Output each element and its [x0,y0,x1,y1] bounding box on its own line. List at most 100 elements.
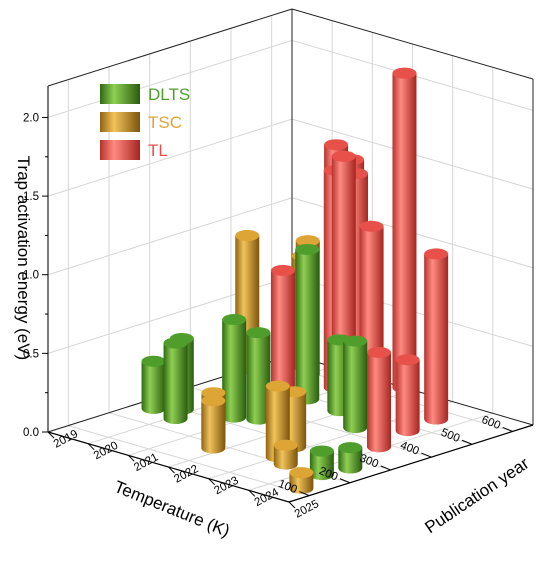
bar-top [141,355,166,367]
bar-top [367,346,392,358]
x-tick [421,452,432,458]
z-axis-title: Trap activation energy (eV) [14,156,33,360]
bar-tsc [201,395,226,454]
y-tick [248,489,256,497]
bar-dlts [309,445,334,481]
bar-dlts [246,327,271,425]
legend-swatch [100,84,140,104]
grid-line [47,197,293,276]
bar-top [222,314,247,326]
bar-top [163,337,188,349]
bar-top [235,229,260,241]
bar-dlts [222,314,247,423]
bar-dlts [295,243,320,405]
bar-top [424,248,449,260]
bar-tl [395,354,420,436]
y-tick-label: 2025 [293,498,321,521]
bar-top [201,387,226,399]
frame-edge [291,8,534,80]
bar-body [392,73,417,394]
bar-top [359,220,384,232]
y-tick [288,501,296,509]
x-tick [339,478,351,484]
y-tick [127,454,135,462]
legend-entry-dlts: DLTS [100,84,190,104]
x-tick [299,491,310,497]
bar-top [295,243,320,255]
bar-body [246,332,271,425]
bar-top [395,354,420,366]
y-tick [87,443,95,451]
z-tick-label: 0.5 [23,348,39,360]
bar-top [343,335,368,347]
bar-body [338,447,363,474]
z-tick-label: 0.0 [23,427,39,439]
y-tick-label: 2021 [132,451,160,474]
x-tick-label: 500 [439,427,461,445]
x-tick [461,439,473,445]
x-tick [380,465,391,471]
bar-body [343,341,368,434]
y-tick-label: 2023 [212,475,240,498]
bar-dlts [141,355,166,414]
bar-tl [270,264,295,410]
y-tick [168,466,175,474]
x-tick [502,426,513,432]
bar-top [289,467,314,479]
bar-body [367,352,392,453]
bar-top [246,327,271,339]
y-tick [47,431,55,439]
bar-top [270,264,295,276]
bar-tsc [273,439,298,470]
x-tick-label: 200 [317,465,339,483]
bar-top [324,139,349,151]
bar-dlts [338,442,363,474]
frame-edge [47,8,293,87]
y-tick-label: 2019 [52,428,80,451]
bar-tl [424,248,449,425]
z-tick-label: 1.5 [23,191,39,203]
bar-body [222,319,247,423]
bar-dlts [163,337,188,425]
legend-swatch [100,112,140,132]
x-axis-line [288,424,534,503]
bar-body [295,249,320,405]
y-tick-label: 2020 [92,440,120,463]
legend-label: DLTS [148,85,190,104]
y-tick-label: 2024 [253,486,282,509]
x-tick-label: 600 [480,414,502,432]
bar-body [273,445,298,470]
bar-body [424,253,449,425]
bar-top [338,442,363,454]
legend-swatch [100,140,140,160]
bar-body [201,400,226,454]
bar-top [201,395,226,407]
x-tick-label: 400 [398,440,420,458]
bar-dlts [343,335,368,434]
y-axis-title: Publication year [421,454,532,538]
legend-label: TSC [148,113,182,132]
z-tick-label: 1.0 [23,270,39,282]
grid-line [47,118,293,197]
bar-body [163,343,188,425]
bar-body [289,472,314,494]
legend: DLTS TSC TL [100,84,190,160]
legend-entry-tl: TL [100,140,168,160]
legend-entry-tsc: TSC [100,112,182,132]
legend-label: TL [148,141,168,160]
bar-tl [392,67,417,394]
bar-top [331,150,356,162]
bar-top [392,67,417,79]
bar-body [141,361,166,414]
y-tick [208,478,216,486]
bar-tsc [289,467,314,494]
bar-top [265,380,290,392]
bar-body [395,359,420,436]
bar-top [309,445,334,457]
bar-top [295,235,320,247]
bar-body [270,270,295,410]
bars [141,67,449,494]
bar-tl [367,346,392,453]
bar-top [273,439,298,451]
